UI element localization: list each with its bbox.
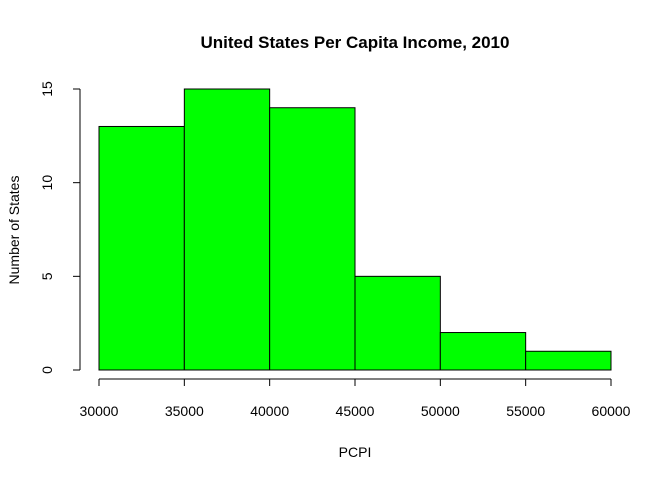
histogram-bar-2 [269, 107, 356, 371]
histogram-bar-5 [525, 350, 612, 371]
chart-title: United States Per Capita Income, 2010 [201, 33, 510, 52]
x-tick-label: 60000 [592, 403, 631, 419]
x-tick-label: 55000 [506, 403, 545, 419]
x-axis-label: PCPI [339, 444, 372, 460]
histogram-bar-1 [183, 88, 271, 371]
x-axis: 30000 35000 40000 45000 50000 55000 60000 [80, 378, 631, 419]
y-axis-label: Number of States [6, 176, 22, 285]
y-tick-label: 5 [39, 272, 55, 280]
y-tick-label: 0 [39, 366, 55, 374]
y-tick-label: 15 [39, 81, 55, 97]
y-axis: 0 5 10 15 [39, 81, 81, 374]
histogram-bar-4 [439, 332, 527, 371]
histogram-bar-3 [354, 275, 441, 371]
x-tick-label: 50000 [421, 403, 460, 419]
x-tick-label: 35000 [165, 403, 204, 419]
x-tick-label: 40000 [250, 403, 289, 419]
y-tick-label: 10 [39, 175, 55, 191]
bars-group [98, 88, 612, 371]
x-tick-label: 45000 [336, 403, 375, 419]
histogram-bar-0 [98, 125, 185, 371]
x-tick-label: 30000 [80, 403, 119, 419]
